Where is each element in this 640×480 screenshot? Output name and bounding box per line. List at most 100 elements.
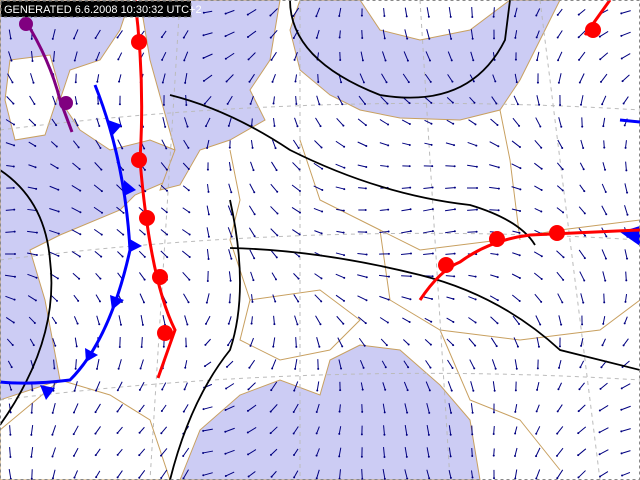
wind-arrow-head — [516, 103, 519, 106]
wind-arrow — [73, 316, 79, 324]
wind-arrow — [30, 447, 34, 457]
wind-arrow — [139, 426, 145, 434]
wind-arrow — [248, 471, 256, 477]
wind-arrow-head — [51, 411, 54, 414]
wind-arrow-head — [12, 123, 15, 126]
wind-arrow — [624, 183, 628, 193]
wind-arrow — [160, 162, 168, 170]
wind-arrow-head — [558, 345, 561, 348]
wind-arrow-head — [583, 212, 586, 215]
wind-arrow-head — [206, 168, 209, 171]
wind-arrow-head — [9, 37, 12, 40]
wind-arrow-head — [229, 279, 232, 282]
wind-arrow-head — [578, 388, 581, 391]
wind-arrow-head — [406, 389, 409, 392]
wind-arrow — [295, 96, 297, 104]
wind-arrow — [577, 448, 587, 456]
wind-arrow — [292, 7, 300, 17]
wind-arrow-head — [473, 367, 476, 370]
wind-arrow-head — [72, 433, 75, 436]
wind-arrow — [579, 271, 585, 281]
wind-arrow — [139, 293, 145, 303]
wind-arrow — [491, 359, 497, 369]
wind-arrow — [621, 10, 631, 14]
wind-arrow — [335, 140, 345, 148]
wind-arrow-head — [387, 298, 390, 301]
wind-arrow — [426, 469, 430, 479]
occluded-front — [19, 17, 74, 133]
wind-arrow — [536, 404, 540, 412]
wind-arrow — [558, 360, 562, 368]
wind-arrow — [402, 73, 410, 83]
wind-arrow — [315, 117, 321, 127]
wind-arrow — [337, 95, 343, 105]
wind-arrow-head — [141, 323, 144, 326]
wind-arrow — [580, 139, 584, 149]
wind-arrow — [600, 382, 608, 390]
wind-arrow-head — [556, 477, 559, 480]
wind-arrow — [315, 7, 321, 17]
wind-arrow-head — [493, 37, 496, 40]
wind-arrow — [424, 96, 432, 104]
wind-arrow-head — [33, 103, 36, 106]
wind-arrow-head — [298, 255, 301, 258]
wind-arrow — [623, 96, 629, 104]
wind-arrow-head — [620, 12, 623, 15]
wind-arrow — [401, 119, 411, 125]
wind-arrow — [599, 30, 609, 38]
wind-arrow — [184, 315, 188, 325]
wind-arrow-head — [296, 323, 299, 326]
wind-arrow-head — [598, 453, 601, 456]
wind-arrow-head — [342, 322, 345, 325]
wind-arrow-head — [582, 147, 585, 150]
wind-arrow-head — [12, 102, 15, 105]
wind-arrow-head — [431, 186, 434, 189]
warm-front — [131, 0, 640, 379]
wind-arrow-head — [34, 124, 37, 127]
wind-arrow — [380, 96, 388, 104]
wind-arrow — [294, 51, 298, 61]
wind-arrow — [470, 29, 474, 39]
wind-arrow — [401, 187, 411, 189]
wind-arrow-head — [224, 35, 227, 38]
wind-arrow-head — [297, 277, 300, 280]
wind-arrow — [27, 273, 37, 279]
wind-arrow-head — [9, 411, 12, 414]
wind-arrow-head — [73, 389, 76, 392]
wind-arrow — [225, 383, 235, 389]
wind-arrow-head — [292, 454, 295, 457]
wind-arrow — [73, 29, 79, 39]
wind-arrow-head — [270, 475, 273, 478]
wind-arrow — [426, 447, 430, 457]
wind-arrow — [339, 404, 341, 412]
wind-arrow — [117, 52, 123, 60]
wind-arrow-head — [116, 476, 119, 479]
wind-arrow — [359, 73, 365, 83]
wind-arrow-head — [271, 80, 274, 83]
wind-arrow — [225, 52, 235, 60]
wind-arrow — [558, 315, 562, 325]
wind-arrow-head — [496, 299, 499, 302]
wind-arrow — [403, 51, 409, 61]
wind-arrow — [27, 208, 37, 212]
wind-arrow — [202, 450, 214, 454]
wind-arrow-head — [514, 36, 517, 39]
wind-arrow-head — [78, 168, 81, 171]
wind-arrow-head — [202, 57, 205, 60]
wind-arrow-head — [13, 208, 16, 211]
wind-arrow — [448, 403, 452, 413]
wind-arrow-head — [556, 13, 559, 16]
wind-arrow — [602, 162, 606, 170]
wind-arrow — [162, 117, 166, 127]
wind-arrow — [27, 295, 37, 301]
wind-arrow-head — [292, 411, 295, 414]
wind-arrow-head — [430, 143, 433, 146]
wind-arrow-head — [269, 36, 272, 39]
wind-arrow-head — [625, 279, 628, 282]
wind-arrow-head — [519, 188, 522, 191]
wind-arrow-head — [536, 367, 539, 370]
wind-arrow-head — [202, 34, 205, 37]
wind-arrow — [75, 359, 77, 369]
wind-arrow-head — [556, 36, 559, 39]
wind-arrow-head — [31, 59, 34, 62]
